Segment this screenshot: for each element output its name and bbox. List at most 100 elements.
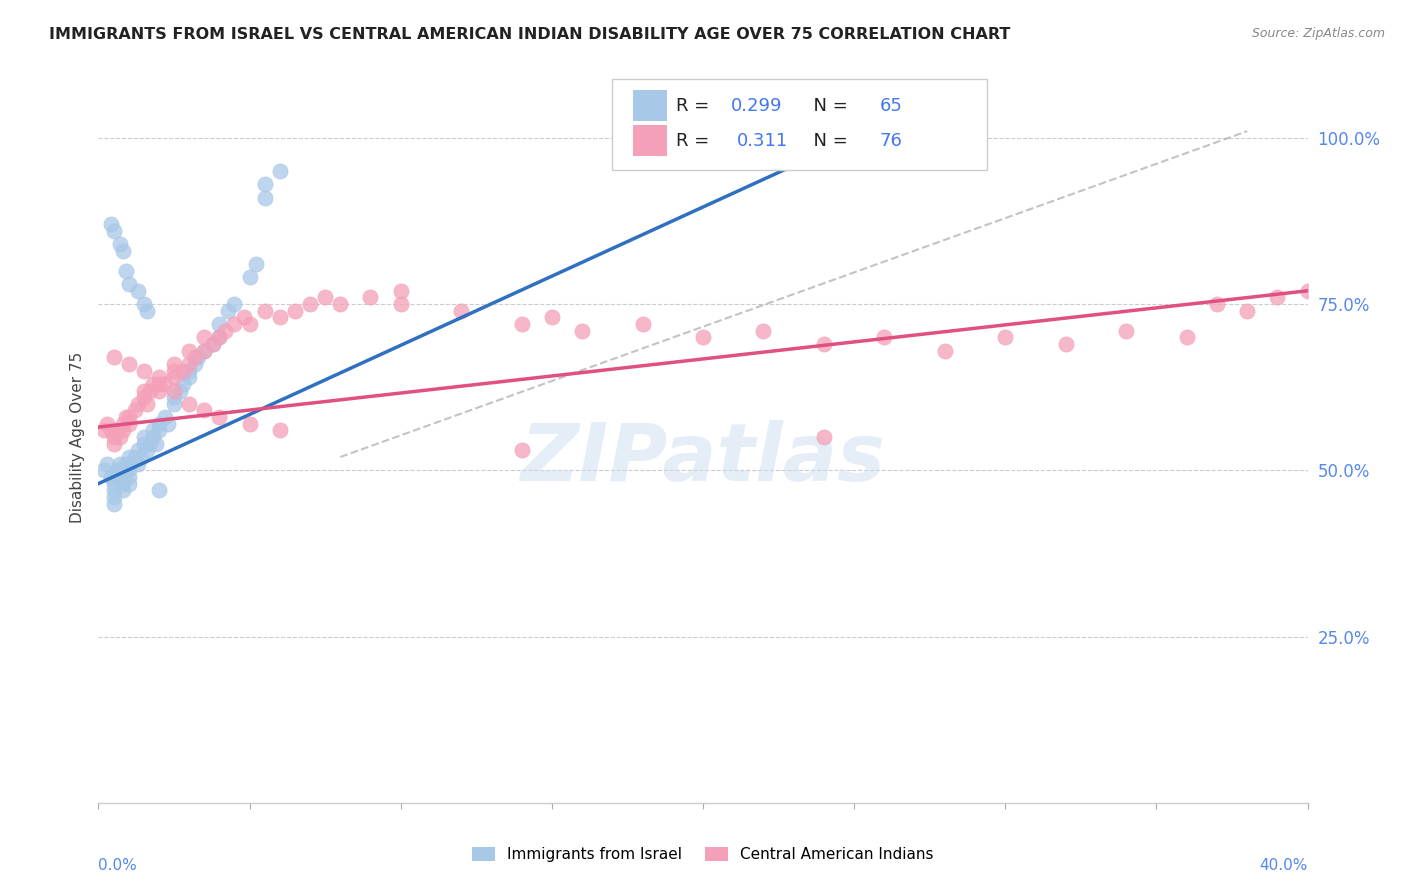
Y-axis label: Disability Age Over 75: Disability Age Over 75 <box>70 351 86 523</box>
Text: N =: N = <box>803 96 853 115</box>
Point <box>103 490 125 504</box>
Point <box>389 297 412 311</box>
Point <box>153 376 176 391</box>
Point <box>132 436 155 450</box>
Point <box>111 244 134 258</box>
Point <box>100 217 122 231</box>
Point <box>111 476 134 491</box>
Point <box>208 330 231 344</box>
Point <box>571 324 593 338</box>
Point <box>169 384 191 398</box>
Point <box>148 384 170 398</box>
Point <box>105 424 128 438</box>
Point <box>208 330 231 344</box>
Point <box>145 436 167 450</box>
Point <box>163 357 186 371</box>
Point <box>1296 284 1319 298</box>
Point <box>105 470 128 484</box>
Point <box>510 317 533 331</box>
Point <box>184 351 207 365</box>
Point <box>163 397 186 411</box>
Point <box>253 178 276 192</box>
Point <box>114 457 136 471</box>
Point <box>135 397 157 411</box>
Text: 76: 76 <box>880 132 903 150</box>
Point <box>179 357 201 371</box>
Point <box>163 370 186 384</box>
Point <box>156 417 179 431</box>
Point <box>118 470 141 484</box>
Point <box>284 303 307 318</box>
Point <box>127 443 149 458</box>
Point <box>111 424 134 438</box>
Point <box>163 390 186 404</box>
Point <box>108 237 131 252</box>
Point <box>118 277 141 292</box>
Text: IMMIGRANTS FROM ISRAEL VS CENTRAL AMERICAN INDIAN DISABILITY AGE OVER 75 CORRELA: IMMIGRANTS FROM ISRAEL VS CENTRAL AMERIC… <box>49 27 1011 42</box>
Point <box>132 297 155 311</box>
Point <box>510 443 533 458</box>
Point <box>224 317 246 331</box>
Point <box>114 410 136 425</box>
Point <box>105 463 128 477</box>
Point <box>148 376 170 391</box>
Point <box>1115 324 1137 338</box>
Legend: Immigrants from Israel, Central American Indians: Immigrants from Israel, Central American… <box>465 840 941 868</box>
Point <box>142 424 165 438</box>
Point <box>934 343 956 358</box>
Point <box>172 376 194 391</box>
Point <box>142 430 165 444</box>
Point <box>118 457 141 471</box>
Point <box>202 337 225 351</box>
Bar <box>633 90 666 121</box>
Point <box>132 430 155 444</box>
Point <box>187 351 209 365</box>
Point <box>179 343 201 358</box>
Text: 40.0%: 40.0% <box>1260 858 1308 872</box>
Point <box>752 324 775 338</box>
Point <box>813 337 835 351</box>
Point <box>103 483 125 498</box>
Point <box>148 417 170 431</box>
Point <box>873 330 896 344</box>
Text: R =: R = <box>676 132 721 150</box>
Point <box>269 164 291 178</box>
Point <box>118 463 141 477</box>
Point <box>114 463 136 477</box>
Point <box>540 310 562 325</box>
Point <box>1054 337 1077 351</box>
Point <box>148 424 170 438</box>
Point <box>994 330 1017 344</box>
Point <box>172 363 194 377</box>
Point <box>132 390 155 404</box>
Point <box>631 317 654 331</box>
Point <box>692 330 714 344</box>
Point <box>239 270 262 285</box>
Point <box>139 384 162 398</box>
Point <box>132 384 155 398</box>
Point <box>111 483 134 498</box>
Point <box>179 397 201 411</box>
Point <box>193 343 215 358</box>
Point <box>253 191 276 205</box>
Point <box>1267 290 1289 304</box>
Point <box>118 450 141 464</box>
Point <box>118 476 141 491</box>
Text: Source: ZipAtlas.com: Source: ZipAtlas.com <box>1251 27 1385 40</box>
Text: ZIPatlas: ZIPatlas <box>520 420 886 498</box>
Point <box>314 290 336 304</box>
Point <box>135 303 157 318</box>
Point <box>217 303 239 318</box>
Point <box>299 297 322 311</box>
Point <box>179 363 201 377</box>
Point <box>135 443 157 458</box>
Point <box>163 363 186 377</box>
Point <box>118 357 141 371</box>
Point <box>103 351 125 365</box>
Point <box>124 450 146 464</box>
Text: 65: 65 <box>880 96 903 115</box>
Point <box>202 337 225 351</box>
Point <box>245 257 267 271</box>
FancyBboxPatch shape <box>613 78 987 170</box>
Point <box>148 370 170 384</box>
